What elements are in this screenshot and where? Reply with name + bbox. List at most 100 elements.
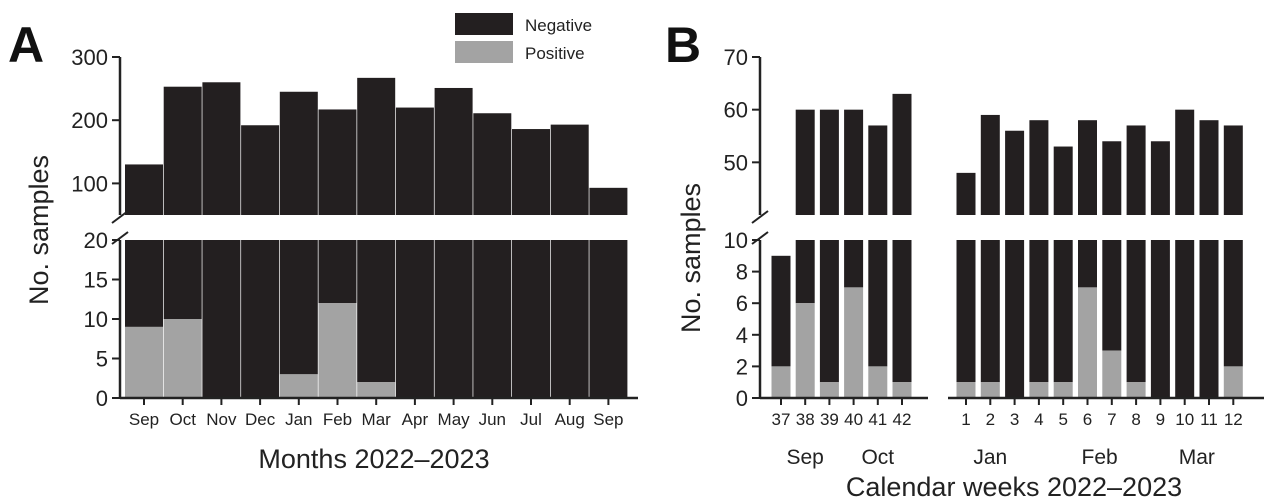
x-tick-label: 42 xyxy=(893,410,912,429)
bar-positive xyxy=(956,382,976,398)
x-tick-label: Feb xyxy=(323,410,352,429)
y-axis-title: No. samples xyxy=(24,155,54,305)
bar-negative-upper xyxy=(241,125,280,215)
y-tick-label: 10 xyxy=(84,307,108,332)
x-tick-label: Jul xyxy=(520,410,542,429)
y-tick-label: 70 xyxy=(724,45,748,70)
x-tick-label: Jan xyxy=(285,410,312,429)
bar-negative-lower xyxy=(892,240,912,383)
x-tick-label: 2 xyxy=(986,410,995,429)
x-tick-label: Oct xyxy=(169,410,196,429)
bar-negative-upper xyxy=(589,187,628,215)
y-tick-label: 100 xyxy=(71,171,108,196)
bar-negative-upper xyxy=(163,86,202,215)
bar-negative-upper xyxy=(1126,125,1146,215)
bar-negative-upper xyxy=(202,82,241,215)
x-axis-title: Months 2022–2023 xyxy=(258,444,489,474)
x-tick-label: Jun xyxy=(479,410,506,429)
bar-negative-lower xyxy=(473,240,512,398)
bar-positive xyxy=(163,319,202,398)
bar-negative-upper xyxy=(956,172,976,215)
bar-negative-lower xyxy=(1078,240,1097,288)
bar-negative-lower xyxy=(1053,240,1073,383)
bar-negative-upper xyxy=(1029,120,1049,215)
axis-break-mark xyxy=(111,231,129,245)
bar-negative-lower xyxy=(279,240,318,375)
bar-positive xyxy=(1126,382,1146,398)
bar-negative-lower xyxy=(844,240,864,288)
x-tick-label: 12 xyxy=(1224,410,1243,429)
month-group-label: Oct xyxy=(861,446,894,469)
bar-negative-upper xyxy=(318,109,357,215)
bar-positive xyxy=(771,366,791,398)
chart-panel-a: Sep Oct Nov Dec Jan Feb Mar Apr May Jun Jul Aug Sep 0… xyxy=(24,13,638,474)
legend-label-positive: Positive xyxy=(525,44,585,63)
bar-negative-upper xyxy=(395,107,434,215)
y-tick-label: 200 xyxy=(71,108,108,133)
x-tick-label: 11 xyxy=(1200,410,1218,429)
bar-negative-upper xyxy=(1078,120,1097,215)
bar-negative-upper xyxy=(868,125,888,215)
bar-negative-lower xyxy=(980,240,1000,383)
bar-positive xyxy=(1029,382,1049,398)
bar-negative-upper xyxy=(550,124,589,215)
bar-negative-upper xyxy=(1005,130,1025,215)
legend-swatch-negative xyxy=(455,13,513,35)
bar-positive xyxy=(125,326,163,398)
axis-break-mark xyxy=(751,210,769,224)
y-tick-label: 0 xyxy=(96,386,108,411)
y-tick-label: 8 xyxy=(736,260,748,285)
panel-label-a: A xyxy=(8,17,44,73)
y-tick-label: 20 xyxy=(84,228,108,253)
bar-negative-lower xyxy=(589,240,628,398)
bar-negative-upper xyxy=(1223,125,1243,215)
bar-positive xyxy=(1053,382,1073,398)
bar-negative-upper xyxy=(892,93,912,215)
x-tick-label: 4 xyxy=(1034,410,1043,429)
bar-negative-lower xyxy=(1029,240,1049,383)
x-tick-label: Sep xyxy=(593,410,623,429)
y-axis-title: No. samples xyxy=(676,183,706,333)
y-tick-label: 50 xyxy=(724,150,748,175)
bar-negative-upper xyxy=(980,114,1000,215)
bar-negative-lower xyxy=(512,240,550,398)
bar-negative-upper xyxy=(819,109,839,215)
bar-negative-lower xyxy=(771,255,791,367)
x-tick-label: Nov xyxy=(206,410,237,429)
bar-negative-upper xyxy=(1053,146,1073,215)
bar-negative-upper xyxy=(279,91,318,215)
bar-negative-lower xyxy=(241,240,280,398)
y-tick-label: 10 xyxy=(724,228,748,253)
y-tick-label: 5 xyxy=(96,347,108,372)
y-tick-label: 300 xyxy=(71,45,108,70)
y-tick-label: 0 xyxy=(736,386,748,411)
bar-negative-lower xyxy=(318,240,357,304)
bar-negative-lower xyxy=(357,240,396,383)
x-tick-label: Apr xyxy=(402,410,429,429)
bar-positive xyxy=(868,366,888,398)
bar-negative-lower xyxy=(125,240,163,327)
x-tick-label: 1 xyxy=(961,410,970,429)
axis-break-mark xyxy=(111,210,129,224)
bar-positive xyxy=(318,303,357,398)
bar-negative-upper xyxy=(434,87,473,215)
x-tick-label: Aug xyxy=(555,410,585,429)
bar-negative-upper xyxy=(1199,120,1219,215)
month-group-label: Mar xyxy=(1179,446,1215,469)
legend-label-negative: Negative xyxy=(525,16,592,35)
y-tick-label: 15 xyxy=(84,268,108,293)
x-tick-label: Dec xyxy=(245,410,276,429)
bar-negative-lower xyxy=(868,240,888,367)
x-tick-label: 37 xyxy=(772,410,791,429)
x-tick-label: May xyxy=(438,410,471,429)
month-group-label: Jan xyxy=(973,446,1007,469)
bar-negative-lower xyxy=(550,240,589,398)
bar-negative-lower xyxy=(202,240,241,398)
legend-swatch-positive xyxy=(455,41,513,63)
x-axis-title: Calendar weeks 2022–2023 xyxy=(846,472,1182,502)
bar-negative-lower xyxy=(395,240,434,398)
x-tick-label: 3 xyxy=(1010,410,1019,429)
bar-negative-upper xyxy=(1150,141,1170,215)
y-tick-label: 2 xyxy=(736,354,748,379)
